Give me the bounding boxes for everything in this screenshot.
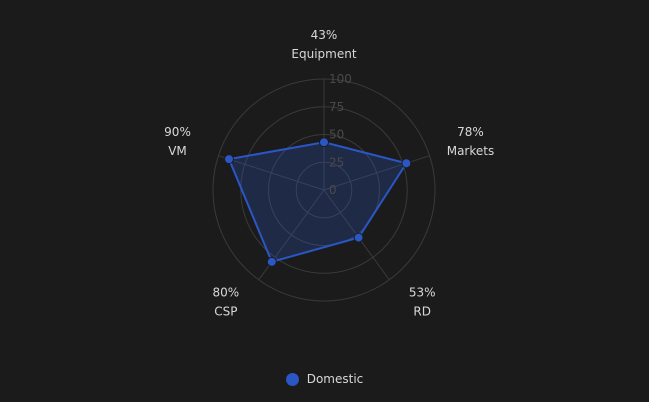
data-point-csp[interactable]	[266, 256, 277, 267]
legend-swatch-domestic[interactable]	[285, 372, 299, 386]
radial-tick-label: 25	[329, 155, 344, 169]
series-area-domestic[interactable]	[227, 141, 408, 264]
grid-layer	[212, 78, 436, 302]
legend-label-domestic[interactable]: Domestic	[306, 372, 364, 386]
value-label-vm: 90%	[164, 125, 191, 139]
legend[interactable]: Domestic	[0, 369, 649, 389]
data-point-vm[interactable]	[223, 154, 234, 165]
series-layer	[223, 137, 412, 267]
indicator-label-csp: CSP	[214, 305, 237, 319]
value-label-equipment: 43%	[311, 28, 338, 42]
value-label-csp: 80%	[212, 286, 239, 300]
grid-spoke-markets	[323, 155, 430, 191]
data-point-equipment[interactable]	[319, 137, 329, 148]
indicator-label-equipment: Equipment	[291, 47, 356, 61]
data-point-rd[interactable]	[353, 232, 364, 243]
grid-spoke-vm	[218, 155, 325, 191]
data-point-markets[interactable]	[401, 158, 412, 169]
radial-tick-label: 100	[329, 72, 352, 86]
radial-tick-label: 50	[329, 128, 344, 142]
radial-tick-label: 0	[329, 183, 337, 197]
radial-tick-label: 75	[329, 100, 344, 114]
indicator-label-rd: RD	[413, 305, 431, 319]
value-label-markets: 78%	[457, 125, 484, 139]
tick-layer: 0 25 50 75 100	[329, 72, 352, 197]
label-layer: 43% Equipment 78% Markets 53% RD 80% CSP 90% VM	[164, 28, 494, 319]
value-label-rd: 53%	[409, 286, 436, 300]
indicator-label-vm: VM	[168, 144, 187, 158]
indicator-label-markets: Markets	[447, 144, 495, 158]
